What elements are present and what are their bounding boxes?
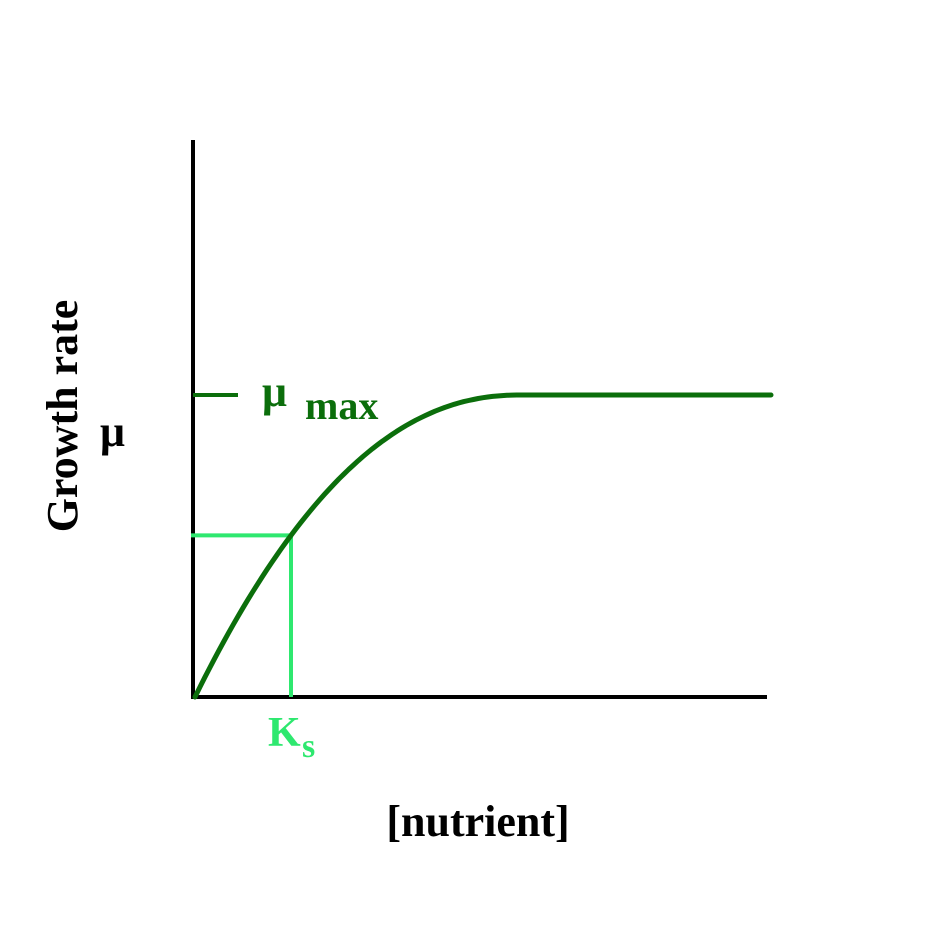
ks-subscript: s [302,728,316,765]
monod-growth-curve [192,392,774,700]
y-axis-symbol: μ [100,407,125,456]
mu-max-subscript: max [305,383,379,428]
y-axis-label: Growth rate [38,299,87,533]
mu-max-symbol: μ [262,367,287,416]
ks-symbol: K [268,710,301,756]
x-axis-label: [nutrient] [386,797,570,846]
